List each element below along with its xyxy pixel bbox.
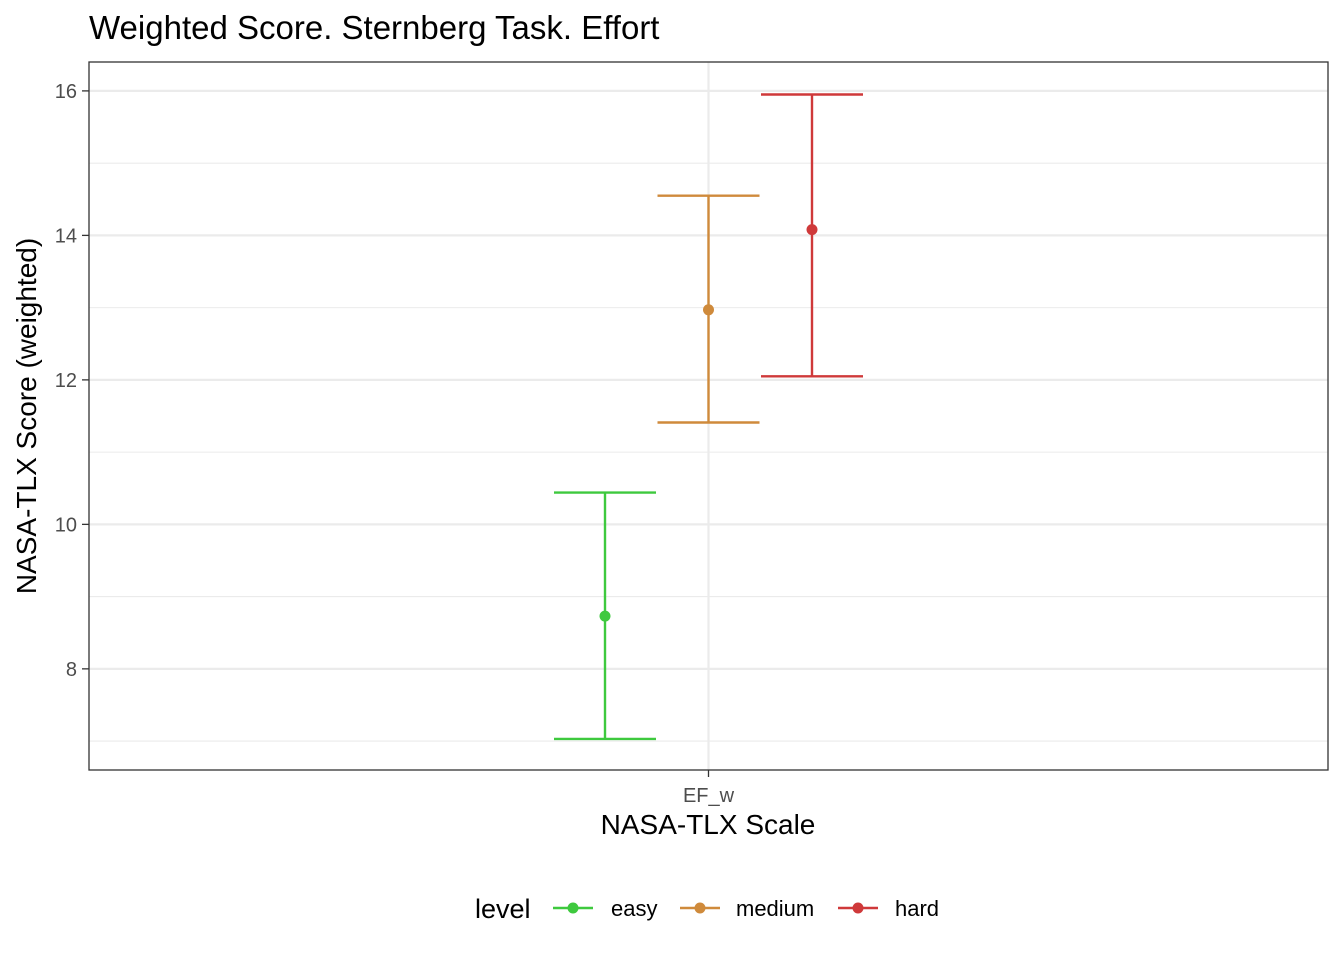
chart-title: Weighted Score. Sternberg Task. Effort [89,9,659,46]
legend-title: level [475,894,531,924]
legend-key-point-hard [852,902,864,914]
legend: level easy medium hard [475,894,939,924]
legend-key-point-medium [694,902,706,914]
legend-item-hard: hard [838,896,939,921]
legend-label-easy: easy [611,896,657,921]
legend-label-hard: hard [895,896,939,921]
y-tick-label: 12 [55,370,77,392]
x-axis: EF_w [683,770,735,807]
legend-item-easy: easy [553,896,657,921]
legend-item-medium: medium [680,896,814,921]
errorbar-easy [554,491,656,741]
errorbar-hard [761,93,863,378]
y-tick-label: 14 [55,225,77,247]
mean-point-medium [703,304,714,316]
legend-key-point-easy [567,902,579,914]
legend-label-medium: medium [736,896,814,921]
y-tick-label: 16 [55,81,77,103]
y-tick-label: 8 [66,659,77,681]
y-tick-label: 10 [55,514,77,536]
x-tick-label: EF_w [683,785,735,807]
data-marks [554,93,863,741]
mean-point-easy [599,610,611,622]
x-axis-title: NASA-TLX Scale [601,809,816,840]
y-axis-title: NASA-TLX Score (weighted) [11,238,42,594]
y-axis: 8 10 12 14 16 [55,81,89,681]
errorbar-medium [657,194,760,424]
mean-point-hard [806,224,818,236]
